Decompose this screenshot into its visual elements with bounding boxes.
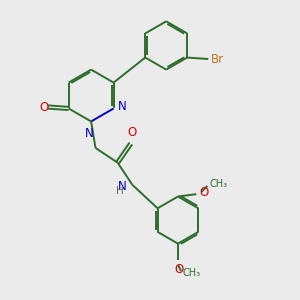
Text: H: H bbox=[116, 186, 124, 196]
Text: O: O bbox=[200, 186, 209, 199]
Text: Br: Br bbox=[211, 52, 224, 65]
Text: CH₃: CH₃ bbox=[182, 268, 200, 278]
Text: N: N bbox=[118, 180, 127, 193]
Text: CH₃: CH₃ bbox=[210, 179, 228, 189]
Text: N: N bbox=[85, 127, 94, 140]
Text: O: O bbox=[174, 263, 183, 276]
Text: N: N bbox=[118, 100, 126, 112]
Text: O: O bbox=[128, 126, 137, 139]
Text: O: O bbox=[39, 100, 48, 113]
